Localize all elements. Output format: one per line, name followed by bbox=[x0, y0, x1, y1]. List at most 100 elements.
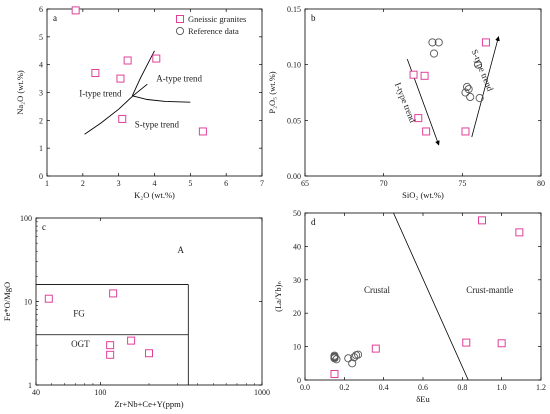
x-tick-label: 0.2 bbox=[339, 383, 349, 392]
data-point-square bbox=[481, 38, 490, 47]
data-point-square bbox=[71, 6, 80, 15]
data-point-circle bbox=[475, 94, 484, 103]
data-point-square bbox=[371, 344, 380, 353]
x-axis-label: SiO₂ (wt.%) bbox=[402, 190, 444, 200]
data-point-square bbox=[44, 294, 53, 303]
data-point-square bbox=[127, 336, 136, 345]
data-point-circle bbox=[175, 26, 185, 36]
data-point-circle bbox=[474, 60, 483, 69]
field-boundary bbox=[393, 212, 469, 381]
y-tick-label: 30 bbox=[293, 276, 301, 285]
data-point-square bbox=[462, 338, 471, 347]
plot-frame bbox=[304, 8, 542, 177]
y-tick-label: 1 bbox=[28, 381, 32, 390]
y-tick-label: 4 bbox=[39, 61, 43, 70]
y-tick-label: 0.00 bbox=[287, 172, 301, 181]
x-tick-label: 1.2 bbox=[536, 383, 546, 392]
x-tick-label: 100 bbox=[94, 388, 106, 397]
x-tick-label: 6 bbox=[224, 179, 228, 188]
x-tick-label: 1 bbox=[45, 179, 49, 188]
series-square bbox=[71, 6, 207, 136]
data-point-square bbox=[116, 74, 125, 83]
data-point-square bbox=[461, 127, 470, 136]
x-tick-label: 0.4 bbox=[379, 383, 389, 392]
trend-line bbox=[131, 50, 155, 96]
data-point-square bbox=[478, 216, 486, 225]
series-circle bbox=[428, 38, 484, 103]
data-point-square bbox=[198, 127, 207, 136]
y-tick-label: 6 bbox=[39, 5, 43, 14]
x-tick-label: 70 bbox=[380, 179, 388, 188]
y-tick-label: 50 bbox=[293, 209, 301, 218]
data-point-circle bbox=[429, 49, 439, 58]
x-tick-label: 65 bbox=[301, 179, 309, 188]
plot-frame bbox=[304, 212, 542, 381]
y-tick-label: 40 bbox=[293, 242, 301, 251]
x-tick-label: 1000 bbox=[254, 388, 270, 397]
y-tick-label: 10 bbox=[293, 343, 301, 352]
y-tick-label: 0 bbox=[297, 376, 301, 385]
data-point-square bbox=[91, 69, 100, 78]
y-axis-label: Fe*O/MgO bbox=[2, 282, 12, 321]
y-axis-label: (La/Yb)ₙ bbox=[273, 281, 283, 312]
panel-c: 40 100 1000 1 10 100 Zr+Nb+Ce+Y(ppm) Fe*O/MgO c A… bbox=[2, 214, 270, 409]
data-point-square bbox=[109, 289, 118, 298]
data-point-square bbox=[420, 71, 429, 80]
x-axis-label: K₂O (wt.%) bbox=[134, 190, 175, 200]
panel-letter: c bbox=[42, 222, 46, 232]
y-tick-label: 0.05 bbox=[287, 116, 301, 125]
x-tick-label: 0.0 bbox=[300, 383, 310, 392]
x-tick-label: 2 bbox=[81, 179, 85, 188]
series-square bbox=[409, 38, 490, 136]
y-tick-label: 5 bbox=[39, 33, 43, 42]
panel-letter: a bbox=[53, 13, 57, 23]
annotation-label: S-type trend bbox=[135, 119, 180, 129]
annotation-label: OGT bbox=[71, 339, 90, 349]
x-tick-label: 1.0 bbox=[497, 383, 507, 392]
x-tick-label: 7 bbox=[260, 179, 264, 188]
legend-label: Gneissic granites bbox=[188, 14, 246, 24]
y-tick-label: 100 bbox=[20, 214, 32, 223]
x-tick-label: 80 bbox=[537, 179, 545, 188]
data-point-square bbox=[176, 15, 184, 23]
annotation-label: A bbox=[177, 245, 184, 255]
annotation-label: S-type trend bbox=[469, 48, 495, 93]
x-tick-label: 4 bbox=[153, 179, 157, 188]
annotation-label: A-type trend bbox=[156, 73, 202, 83]
data-point-circle bbox=[428, 38, 437, 47]
y-tick-label: 1 bbox=[39, 144, 43, 153]
data-point-square bbox=[409, 70, 418, 79]
y-tick-label: 10 bbox=[24, 298, 32, 307]
y-tick-label: 0.10 bbox=[287, 61, 301, 70]
x-tick-label: 3 bbox=[117, 179, 121, 188]
data-point-circle bbox=[463, 82, 472, 91]
annotation-label: Crustal bbox=[364, 285, 390, 295]
trend-line bbox=[84, 83, 148, 135]
annotation-label: I-type trend bbox=[393, 81, 418, 124]
y-axis-label: Na₂O (wt.%) bbox=[15, 70, 25, 115]
x-tick-label: 40 bbox=[32, 388, 40, 397]
data-point-circle bbox=[466, 92, 475, 102]
panel-letter: d bbox=[311, 217, 316, 227]
data-point-square bbox=[515, 228, 524, 237]
data-point-square bbox=[152, 54, 161, 63]
data-point-square bbox=[118, 114, 127, 123]
series-square bbox=[44, 289, 153, 359]
series-square bbox=[330, 216, 524, 378]
x-tick-label: 0.6 bbox=[418, 383, 428, 392]
data-point-circle bbox=[434, 38, 443, 47]
x-tick-label: 5 bbox=[188, 179, 192, 188]
x-axis-label: δEu bbox=[416, 394, 430, 404]
data-point-circle bbox=[348, 359, 357, 368]
data-point-square bbox=[330, 369, 339, 378]
panel-letter: b bbox=[311, 13, 316, 23]
data-point-square bbox=[123, 56, 132, 65]
annotation-label: Crust-mantle bbox=[466, 285, 513, 295]
data-point-square bbox=[497, 339, 506, 348]
legend-label: Reference data bbox=[188, 26, 239, 36]
annotation-label: FG bbox=[73, 309, 85, 319]
panel-b: 65 70 75 80 0.00 0.05 0.10 0.15 SiO₂ (wt.%) P₂O₅ … bbox=[267, 5, 545, 200]
data-point-square bbox=[106, 350, 115, 359]
y-tick-label: 3 bbox=[39, 89, 43, 98]
